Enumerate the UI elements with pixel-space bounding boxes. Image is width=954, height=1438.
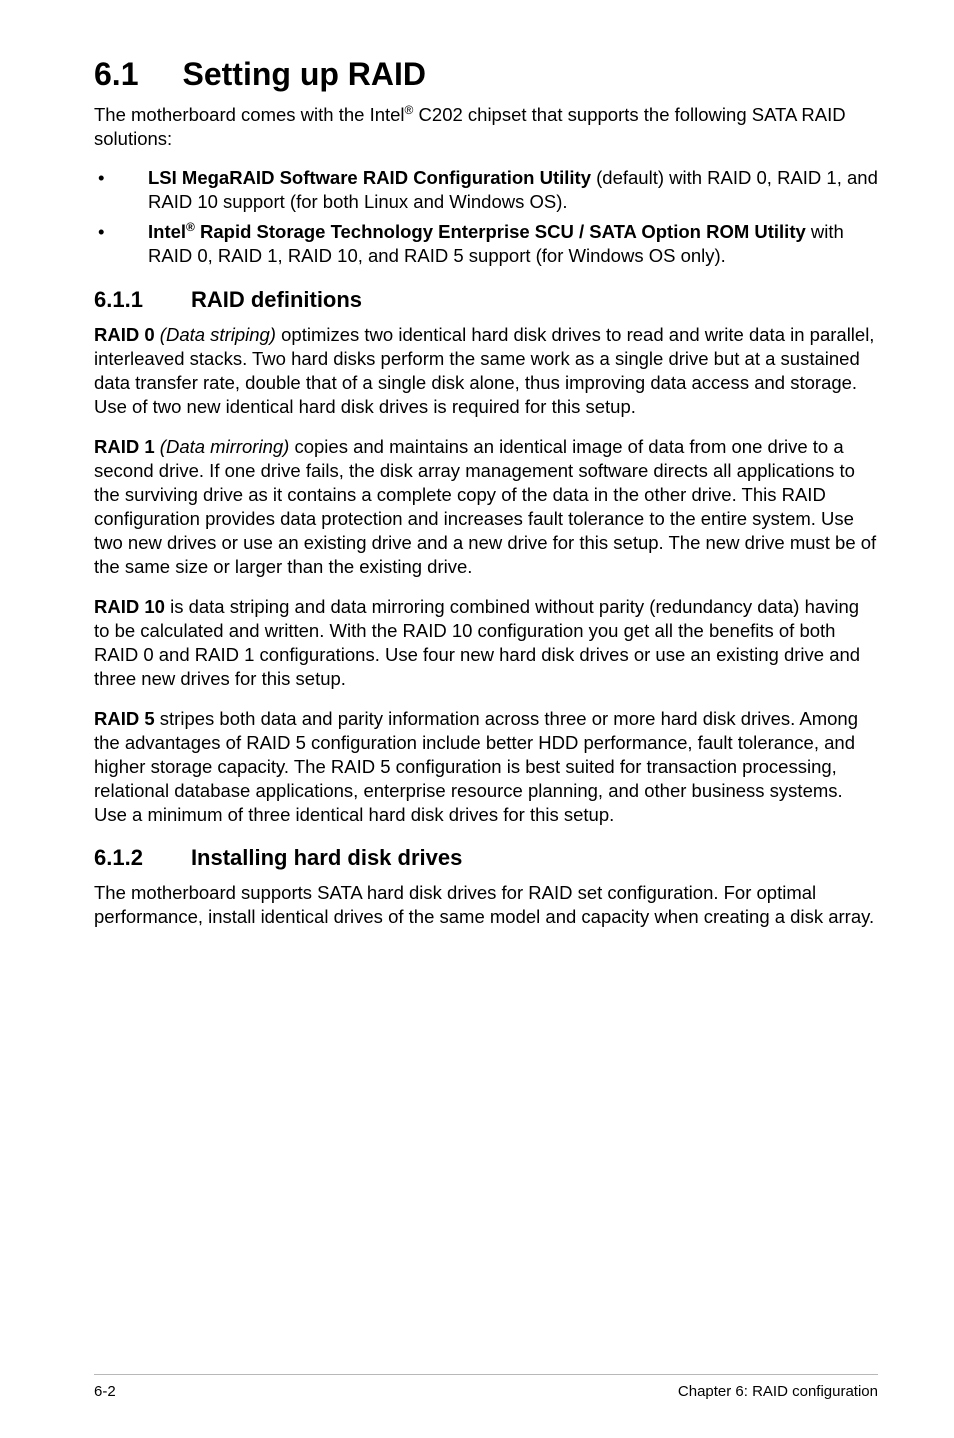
bullet-bold: LSI MegaRAID Software RAID Configuration… [148, 167, 591, 188]
document-page: 6.1 Setting up RAID The motherboard comes… [0, 0, 954, 1438]
raid1-italic: (Data mirroring) [155, 436, 290, 457]
raid10-label: RAID 10 [94, 596, 165, 617]
sec612-paragraph: The motherboard supports SATA hard disk … [94, 881, 878, 929]
registered-mark: ® [186, 220, 195, 234]
section-heading-6-1-2: 6.1.2 Installing hard disk drives [94, 845, 878, 871]
bullet-list: • LSI MegaRAID Software RAID Configurati… [94, 166, 878, 268]
raid0-label: RAID 0 [94, 324, 155, 345]
subheading-title: Installing hard disk drives [191, 845, 462, 870]
raid5-text: stripes both data and parity information… [94, 708, 858, 825]
raid5-label: RAID 5 [94, 708, 155, 729]
subheading-number: 6.1.1 [94, 287, 143, 313]
list-item: • LSI MegaRAID Software RAID Configurati… [94, 166, 878, 214]
bullet-text: LSI MegaRAID Software RAID Configuration… [148, 166, 878, 214]
page-footer: 6-2 Chapter 6: RAID configuration [94, 1374, 878, 1400]
bullet-bold: Intel® Rapid Storage Technology Enterpri… [148, 221, 806, 242]
raid1-paragraph: RAID 1 (Data mirroring) copies and maint… [94, 435, 878, 579]
section-heading-6-1-1: 6.1.1 RAID definitions [94, 287, 878, 313]
raid10-text: is data striping and data mirroring comb… [94, 596, 860, 689]
page-number: 6-2 [94, 1383, 116, 1400]
list-item: • Intel® Rapid Storage Technology Enterp… [94, 220, 878, 268]
raid0-paragraph: RAID 0 (Data striping) optimizes two ide… [94, 323, 878, 419]
raid1-label: RAID 1 [94, 436, 155, 457]
raid5-paragraph: RAID 5 stripes both data and parity info… [94, 707, 878, 827]
subheading-number: 6.1.2 [94, 845, 143, 871]
bullet-marker: • [94, 166, 148, 214]
intro-paragraph: The motherboard comes with the Intel® C2… [94, 103, 878, 150]
subheading-title: RAID definitions [191, 287, 362, 312]
bullet-marker: • [94, 220, 148, 268]
chapter-label: Chapter 6: RAID configuration [678, 1383, 878, 1400]
heading-number: 6.1 [94, 56, 138, 93]
bullet-text: Intel® Rapid Storage Technology Enterpri… [148, 220, 878, 268]
section-heading-6-1: 6.1 Setting up RAID [94, 56, 878, 93]
intro-text-pre: The motherboard comes with the Intel [94, 104, 405, 125]
raid0-italic: (Data striping) [155, 324, 276, 345]
raid10-paragraph: RAID 10 is data striping and data mirror… [94, 595, 878, 691]
heading-title: Setting up RAID [182, 56, 426, 92]
